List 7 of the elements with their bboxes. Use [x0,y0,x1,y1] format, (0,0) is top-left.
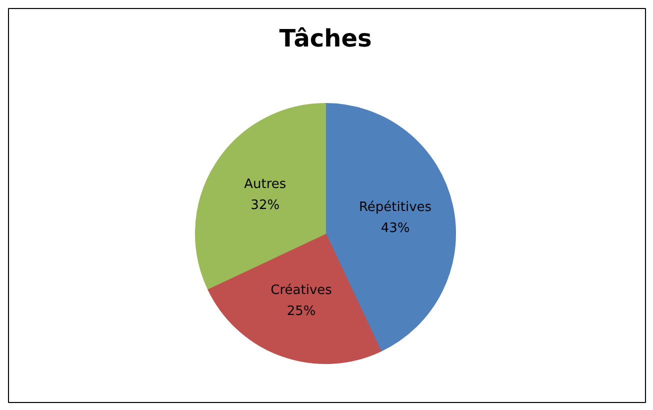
data-label: 25% [286,304,316,319]
slice-label: Répétitives [358,200,432,215]
slice-label: Autres [244,177,286,192]
chart-title: Tâches [279,24,372,52]
data-label: 43% [380,220,410,236]
slice-label: Créatives [270,282,332,298]
data-label: 32% [250,198,280,214]
